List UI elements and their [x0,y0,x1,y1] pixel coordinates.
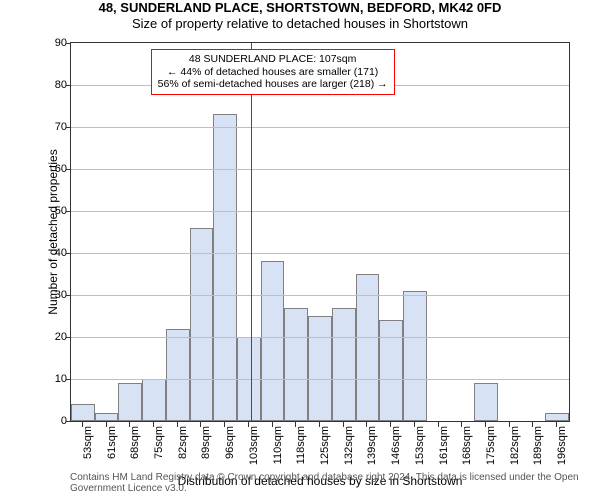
bar [213,114,237,421]
grid-line [71,211,569,212]
marker-line [251,43,252,421]
x-tick-label: 168sqm [461,426,473,472]
annotation-line: 56% of semi-detached houses are larger (… [158,78,388,91]
x-tick-mark [366,422,367,427]
y-tick-mark [66,43,71,44]
x-tick-mark [295,422,296,427]
bar [356,274,380,421]
x-tick-label: 68sqm [129,426,141,472]
y-tick-label: 50 [41,205,67,217]
y-tick-label: 20 [41,331,67,343]
y-axis-label: Number of detached properties [46,42,66,422]
plot-area: 010203040506070809048 SUNDERLAND PLACE: … [70,42,570,422]
bar [474,383,498,421]
bar [308,316,332,421]
bar [95,413,119,421]
x-tick-label: 103sqm [248,426,260,472]
bar [118,383,142,421]
x-tick-mark [319,422,320,427]
bar [379,320,403,421]
annotation-line: ← 44% of detached houses are smaller (17… [158,66,388,79]
x-tick-mark [461,422,462,427]
x-tick-label: 89sqm [200,426,212,472]
y-tick-label: 0 [41,415,67,427]
x-tick-mark [390,422,391,427]
y-tick-mark [66,421,71,422]
grid-line [71,127,569,128]
bar [166,329,190,421]
x-tick-label: 196sqm [556,426,568,472]
grid-line [71,337,569,338]
x-tick-label: 96sqm [224,426,236,472]
x-tick-mark [106,422,107,427]
x-tick-mark [343,422,344,427]
annotation-line: 48 SUNDERLAND PLACE: 107sqm [158,53,388,66]
x-tick-label: 182sqm [509,426,521,472]
y-tick-mark [66,169,71,170]
y-tick-mark [66,127,71,128]
x-tick-label: 161sqm [438,426,450,472]
x-tick-mark [509,422,510,427]
x-tick-label: 153sqm [414,426,426,472]
page-title: 48, SUNDERLAND PLACE, SHORTSTOWN, BEDFOR… [0,0,600,16]
x-tick-label: 82sqm [177,426,189,472]
x-tick-mark [272,422,273,427]
y-tick-mark [66,85,71,86]
x-tick-label: 125sqm [319,426,331,472]
x-tick-mark [248,422,249,427]
x-tick-label: 146sqm [390,426,402,472]
y-tick-label: 60 [41,163,67,175]
y-tick-mark [66,253,71,254]
x-tick-mark [532,422,533,427]
grid-line [71,295,569,296]
y-tick-label: 10 [41,373,67,385]
bar [71,404,95,421]
x-tick-label: 53sqm [82,426,94,472]
page-subtitle: Size of property relative to detached ho… [0,16,600,32]
y-tick-mark [66,211,71,212]
y-tick-label: 80 [41,79,67,91]
x-tick-mark [485,422,486,427]
x-tick-label: 61sqm [106,426,118,472]
grid-line [71,169,569,170]
x-tick-mark [438,422,439,427]
chart-area: Number of detached properties 0102030405… [40,42,580,442]
bar [284,308,308,421]
x-tick-mark [224,422,225,427]
x-tick-label: 75sqm [153,426,165,472]
bar [545,413,569,421]
x-tick-label: 189sqm [532,426,544,472]
bar [190,228,214,421]
bar [142,379,166,421]
x-tick-label: 175sqm [485,426,497,472]
x-tick-mark [82,422,83,427]
x-tick-mark [414,422,415,427]
y-tick-label: 30 [41,289,67,301]
x-tick-mark [129,422,130,427]
bar [261,261,285,421]
x-tick-label: 118sqm [295,426,307,472]
grid-line [71,253,569,254]
x-tick-mark [200,422,201,427]
bars-group [71,43,569,421]
y-tick-label: 90 [41,37,67,49]
y-tick-mark [66,379,71,380]
y-tick-label: 40 [41,247,67,259]
footnote: Contains HM Land Registry data © Crown c… [70,472,580,494]
x-tick-label: 110sqm [272,426,284,472]
y-tick-mark [66,295,71,296]
x-tick-label: 132sqm [343,426,355,472]
y-tick-mark [66,337,71,338]
x-tick-mark [153,422,154,427]
x-tick-mark [177,422,178,427]
x-tick-label: 139sqm [366,426,378,472]
grid-line [71,379,569,380]
bar [332,308,356,421]
x-tick-mark [556,422,557,427]
bar [403,291,427,421]
y-tick-label: 70 [41,121,67,133]
annotation-box: 48 SUNDERLAND PLACE: 107sqm← 44% of deta… [151,49,395,95]
